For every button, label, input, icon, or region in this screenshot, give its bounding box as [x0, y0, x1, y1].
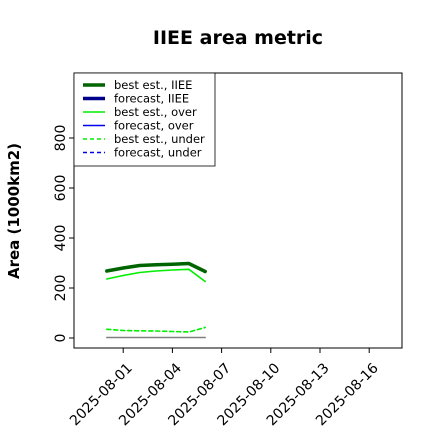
- y-tick-label: 400: [53, 225, 69, 252]
- series-layer: [105, 261, 207, 339]
- legend-box: [73, 72, 216, 167]
- y-tick-label: 0: [53, 334, 69, 343]
- legend-label: forecast, IIEE: [114, 92, 189, 106]
- y-tick-label: 800: [53, 125, 69, 152]
- series-line-4: [106, 326, 206, 333]
- chart-title: IIEE area metric: [153, 27, 323, 49]
- legend-label: best est., over: [114, 105, 197, 119]
- series-line-2: [106, 268, 206, 283]
- series-line-0: [105, 261, 207, 274]
- y-axis-label: Area (1000km2): [5, 143, 23, 279]
- x-axis: 2025-08-012025-08-042025-08-072025-08-10…: [67, 348, 382, 429]
- legend-label: best est., under: [114, 132, 205, 146]
- y-axis: 0 200 400 600 800: [53, 125, 74, 343]
- legend-label: best est., IIEE: [114, 78, 192, 92]
- legend-label: forecast, under: [114, 146, 202, 160]
- y-tick-label: 200: [53, 275, 69, 302]
- y-tick-label: 600: [53, 175, 69, 202]
- legend-label: forecast, over: [114, 119, 194, 133]
